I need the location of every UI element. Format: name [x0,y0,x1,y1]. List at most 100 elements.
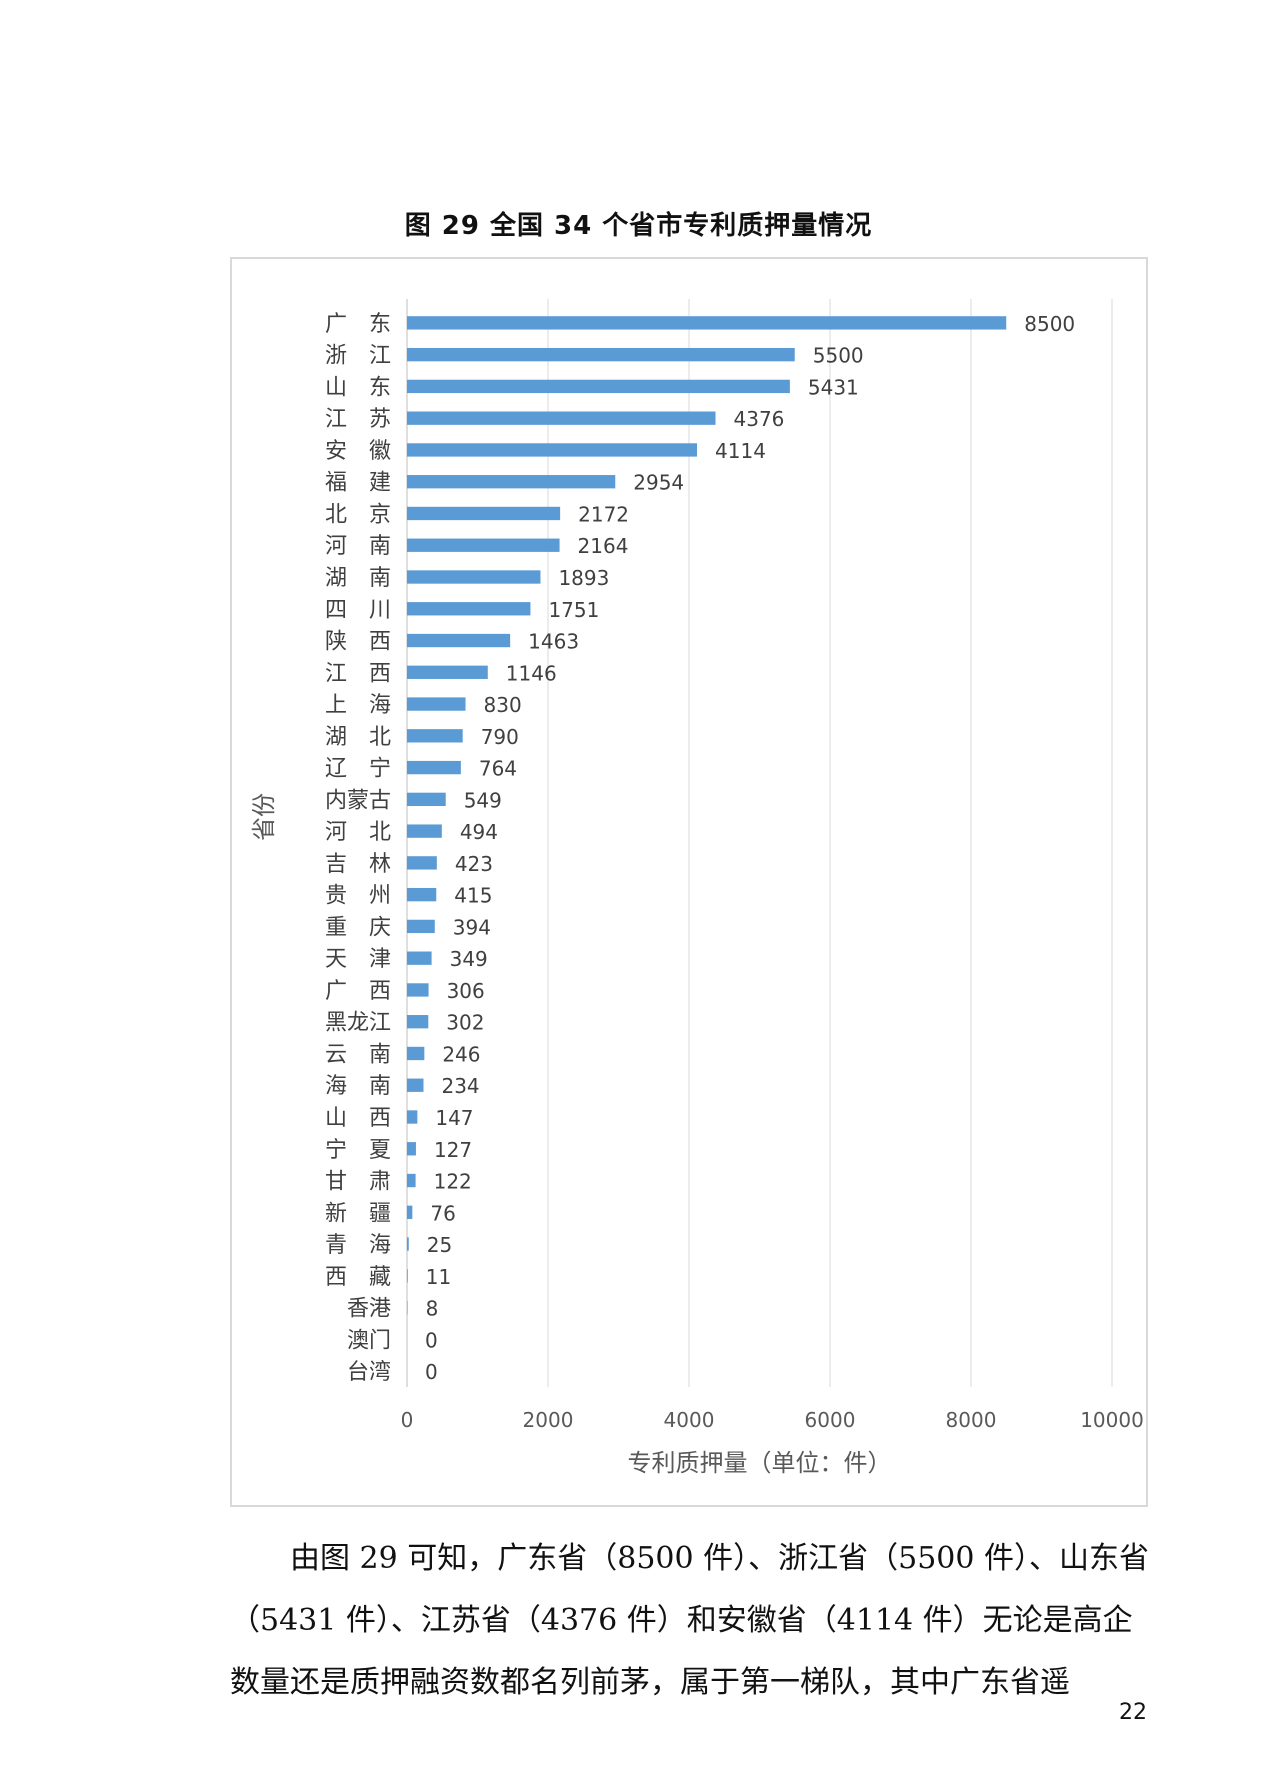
value-label: 1463 [528,630,579,654]
category-label: 河 南 [325,534,391,559]
bar-11 [407,665,488,679]
category-label: 宁 夏 [325,1138,391,1163]
category-label: 西 藏 [325,1265,391,1290]
bar-22 [407,1015,429,1029]
category-label: 广 东 [325,312,391,337]
x-tick-label: 8000 [946,1408,997,1432]
category-label: 青 海 [325,1233,391,1258]
value-label: 830 [484,693,522,717]
value-label: 4376 [734,407,785,431]
bar-30 [407,1269,408,1283]
value-label: 76 [430,1201,455,1225]
category-label: 辽 宁 [325,757,391,782]
bar-16 [407,824,442,838]
value-label: 246 [442,1042,480,1066]
value-label: 8 [426,1297,439,1321]
category-label: 重 庆 [325,915,391,940]
bar-0 [407,316,1007,330]
category-label: 陕 西 [325,630,391,655]
x-axis-title: 专利质押量（单位：件） [628,1449,892,1477]
category-label: 广 西 [325,979,391,1004]
value-label: 423 [455,852,493,876]
bar-25 [407,1110,418,1124]
bar-6 [407,506,561,521]
category-label: 黑龙江 [325,1011,391,1036]
category-label: 北 京 [325,502,391,527]
value-label: 494 [460,820,498,844]
bar-26 [407,1142,416,1156]
y-axis-title: 省份 [250,793,278,841]
bar-23 [407,1046,425,1061]
chart-frame: 0 2000 4000 6000 8000 10000 广 东 8500 浙 江 5500 山 东 5… [230,257,1148,1507]
value-label: 5500 [813,344,864,368]
value-label: 25 [427,1233,452,1257]
category-label: 江 苏 [325,407,391,432]
category-label: 香港 [347,1297,391,1322]
category-label: 山 东 [325,375,391,400]
category-label: 贵 州 [325,884,391,909]
value-label: 5431 [808,375,859,399]
bar-28 [407,1205,413,1219]
bar-13 [407,729,463,743]
bar-chart: 0 2000 4000 6000 8000 10000 广 东 8500 浙 江 5500 山 东 5… [250,299,1144,1477]
bar-17 [407,856,437,870]
value-label: 8500 [1024,312,1075,336]
bar-29 [407,1237,409,1251]
value-label: 306 [447,979,485,1003]
bar-1 [407,347,795,362]
value-label: 394 [453,915,491,939]
bar-12 [407,697,466,711]
value-label: 127 [434,1138,472,1162]
x-tick-label: 10000 [1080,1408,1144,1432]
bar-7 [407,538,560,552]
value-label: 147 [435,1106,473,1130]
category-label: 四 川 [325,598,391,623]
category-label: 天 津 [325,947,391,972]
value-label: 764 [479,757,517,781]
bar-8 [407,570,541,584]
category-label: 澳门 [347,1328,391,1353]
bar-24 [407,1078,424,1092]
category-label: 安 徽 [325,439,391,464]
category-label: 湖 北 [325,725,391,750]
value-label: 415 [454,884,492,908]
value-label: 2164 [578,534,629,558]
category-label: 湖 南 [325,566,391,591]
bar-31 [407,1300,408,1315]
category-label: 上 海 [325,693,391,718]
value-label: 2954 [633,471,684,495]
value-label: 1893 [558,566,609,590]
value-label: 4114 [715,439,766,463]
bar-2 [407,379,790,394]
body-paragraph: 由图 29 可知，广东省（8500 件）、浙江省（5500 件）、山东省（543… [230,1528,1150,1714]
figure-title: 图 29 全国 34 个省市专利质押量情况 [404,211,873,241]
category-label: 内蒙古 [325,788,391,813]
category-label: 河 北 [325,820,391,845]
bar-21 [407,983,429,997]
bar-27 [407,1173,416,1188]
category-label: 甘 肃 [325,1170,391,1195]
value-label: 349 [450,947,488,971]
value-label: 0 [425,1360,438,1384]
value-label: 549 [464,788,502,812]
page-number: 22 [1119,1700,1147,1725]
bar-18 [407,887,437,902]
category-label: 江 西 [325,661,391,686]
value-label: 790 [481,725,519,749]
category-label: 山 西 [325,1106,391,1131]
category-label: 台湾 [347,1360,391,1385]
bar-14 [407,760,461,775]
value-label: 302 [446,1011,484,1035]
bar-20 [407,951,432,965]
value-label: 1146 [506,661,557,685]
bar-19 [407,919,435,934]
category-label: 云 南 [325,1042,391,1067]
value-label: 11 [426,1265,451,1289]
category-label: 浙 江 [325,344,391,369]
bar-9 [407,602,531,616]
category-label: 新 疆 [325,1201,391,1226]
paragraph-text: 由图 29 可知，广东省（8500 件）、浙江省（5500 件）、山东省（543… [230,1541,1150,1700]
bar-3 [407,411,716,425]
value-label: 234 [441,1074,479,1098]
value-label: 0 [425,1328,438,1352]
